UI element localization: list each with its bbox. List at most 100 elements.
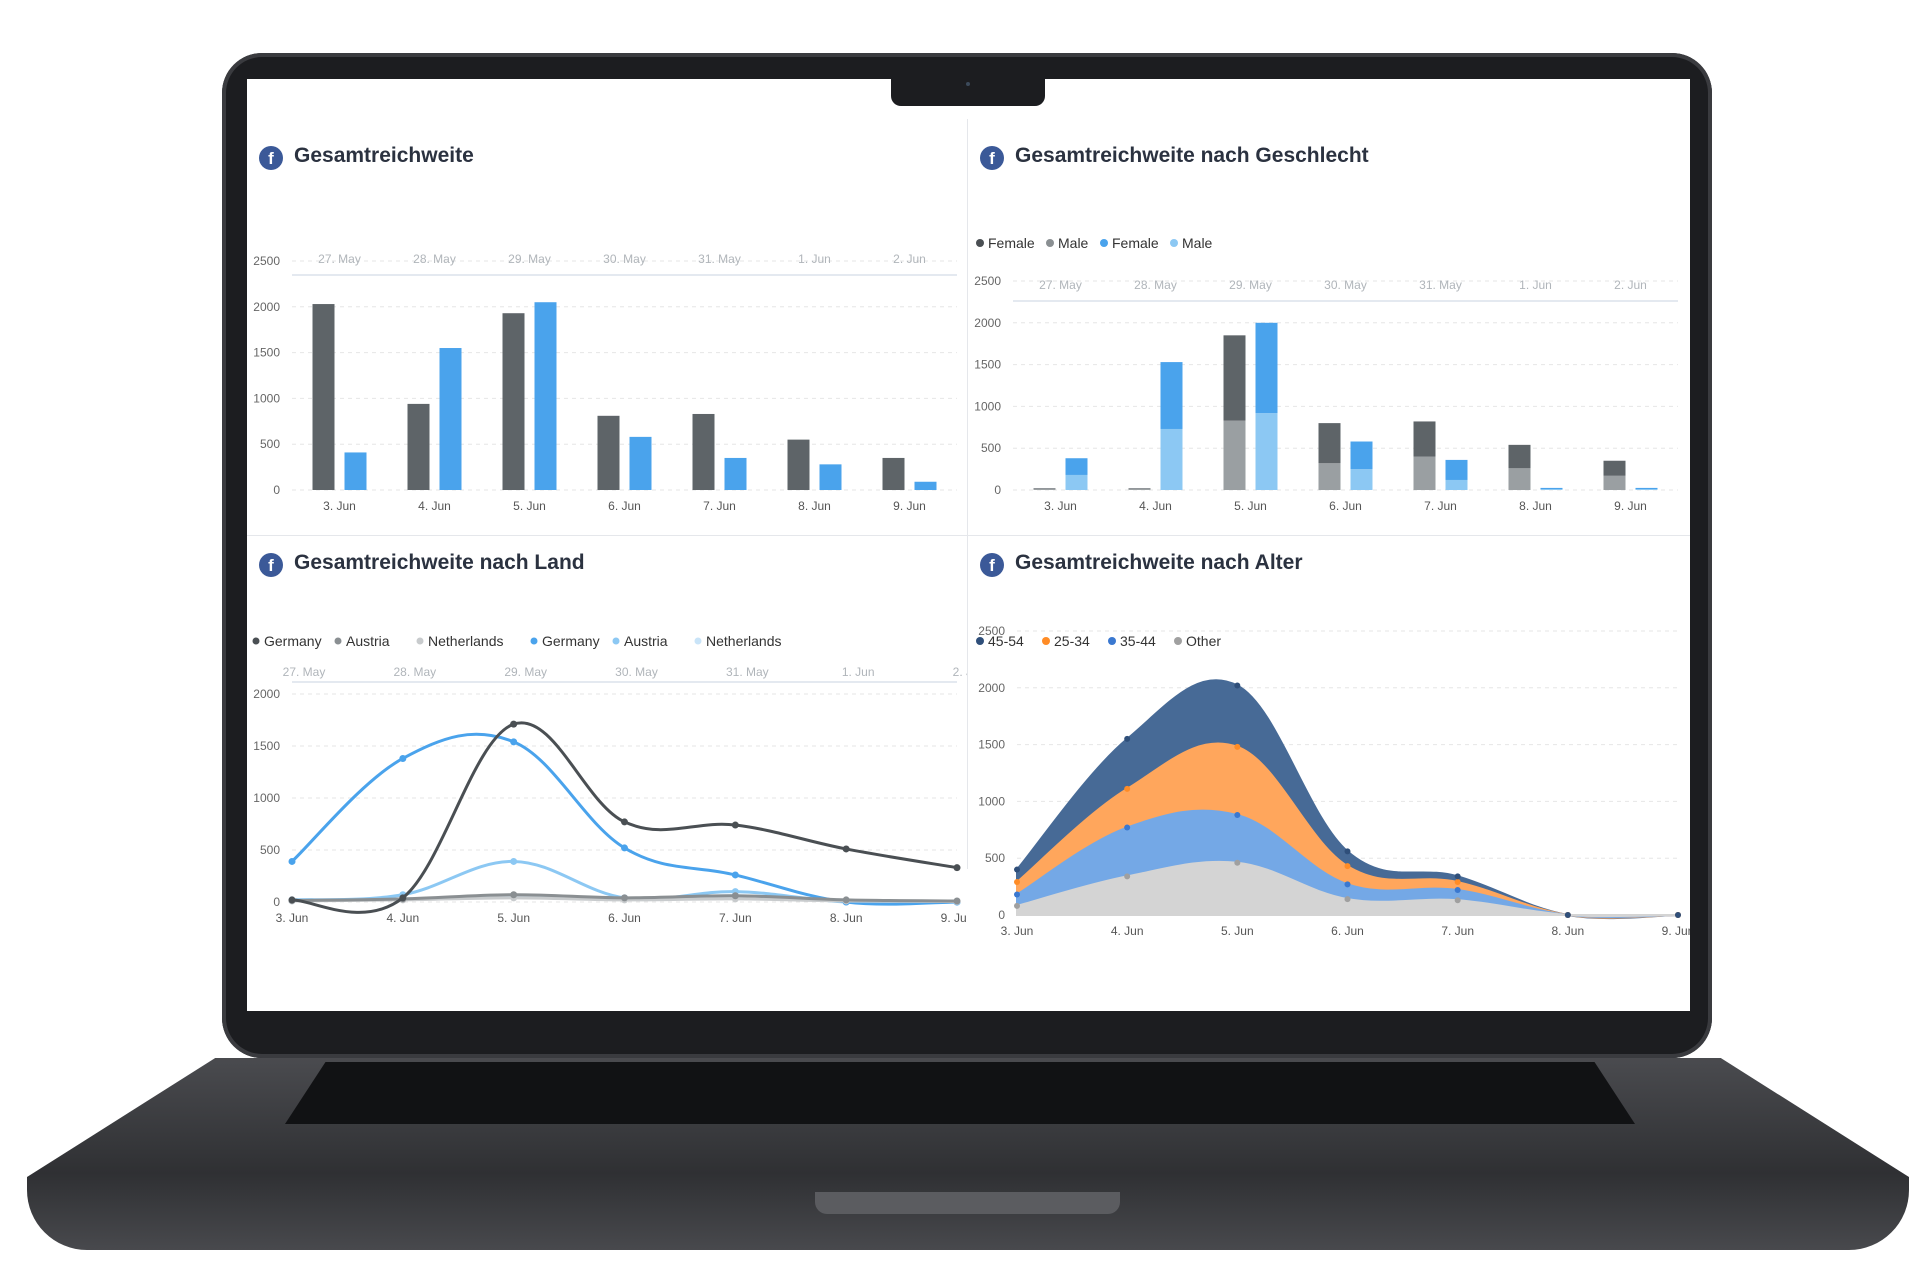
- y-tick-label: 1000: [253, 791, 280, 805]
- panel-nach-geschlecht: f Gesamtreichweite nach Geschlecht 0 500 1…: [968, 135, 1690, 535]
- y-tick-label: 500: [260, 843, 280, 857]
- bar-segment: [1540, 487, 1563, 490]
- data-point: [1234, 743, 1241, 750]
- facebook-icon: f: [259, 146, 283, 170]
- bar-segment: [1033, 488, 1056, 490]
- legend-marker: [1170, 239, 1178, 247]
- y-tick-label: 1000: [974, 399, 1001, 413]
- data-point: [621, 844, 628, 852]
- x-tick-label: 9. Jun: [941, 911, 967, 925]
- bar-segment: [1350, 469, 1373, 490]
- legend-label: Netherlands: [706, 633, 782, 649]
- legend-label: Germany: [264, 633, 322, 649]
- data-point: [1014, 866, 1020, 873]
- data-point: [1454, 873, 1461, 880]
- data-point: [510, 738, 518, 746]
- legend-marker: [694, 637, 702, 645]
- top-tick-label: 2. Jun: [893, 252, 926, 266]
- camera-icon: [966, 82, 970, 86]
- y-tick-label: 2000: [974, 316, 1001, 330]
- legend-label: Germany: [542, 633, 600, 649]
- legend-marker: [1108, 637, 1116, 645]
- data-point: [731, 871, 739, 879]
- x-tick-label: 8. Jun: [798, 499, 831, 513]
- panel-nach-alter: f Gesamtreichweite nach Alter 0 500 1000 15…: [968, 542, 1690, 962]
- x-tick-label: 4. Jun: [386, 911, 419, 925]
- bar: [407, 403, 430, 490]
- panel-gesamtreichweite: f Gesamtreichweite 0 500 1000 1500 2000 2500 3…: [247, 135, 967, 535]
- data-point: [1124, 873, 1131, 880]
- x-tick-label: 9. Jun: [1614, 499, 1647, 513]
- x-tick-label: 9. Jun: [1662, 924, 1690, 938]
- bar-segment: [1350, 441, 1373, 470]
- legend-marker: [252, 637, 260, 645]
- legend-label: Other: [1186, 633, 1221, 649]
- chart-nach-alter: 0 500 1000 1500 2000 2500 3. Jun 4. Jun 5. Jun 6.…: [976, 624, 1690, 938]
- bar: [882, 457, 905, 490]
- top-tick-label: 30. May: [615, 665, 658, 679]
- hinge-notch: [815, 1192, 1120, 1214]
- bar-segment: [1255, 413, 1278, 490]
- bar: [629, 436, 652, 490]
- bar-segment: [1445, 459, 1468, 480]
- top-tick-label: 1. Jun: [798, 252, 831, 266]
- data-point: [1124, 824, 1131, 831]
- data-point: [1344, 881, 1351, 888]
- x-tick-label: 9. Jun: [893, 499, 926, 513]
- keyboard: [285, 1062, 1635, 1124]
- bar-segment: [1128, 488, 1151, 490]
- data-point: [1014, 879, 1020, 886]
- legend-marker: [416, 637, 424, 645]
- bar: [914, 481, 937, 490]
- legend-label: 45-54: [988, 633, 1024, 649]
- bar-segment: [1223, 335, 1246, 421]
- bar-segment: [1318, 423, 1341, 464]
- data-point: [1124, 785, 1131, 792]
- legend-label: Female: [1112, 235, 1159, 251]
- legend-marker: [334, 637, 342, 645]
- data-point: [953, 864, 961, 872]
- facebook-icon: f: [980, 553, 1004, 577]
- x-tick-label: 3. Jun: [276, 911, 309, 925]
- bar: [692, 413, 715, 490]
- x-tick-label: 6. Jun: [1331, 924, 1364, 938]
- legend-marker: [1100, 239, 1108, 247]
- top-tick-label: 30. May: [1324, 278, 1367, 292]
- dashboard-screen: f Gesamtreichweite 0 500 1000 1500 2000 2500 3…: [247, 79, 1690, 1011]
- legend-label: Austria: [346, 633, 390, 649]
- panel-divider-horizontal: [247, 535, 1690, 536]
- y-tick-label: 500: [985, 851, 1005, 865]
- x-tick-label: 7. Jun: [719, 911, 752, 925]
- x-tick-label: 8. Jun: [1519, 499, 1552, 513]
- top-tick-label: 31. May: [1419, 278, 1462, 292]
- bar-segment: [1635, 487, 1658, 490]
- x-tick-label: 7. Jun: [1441, 924, 1474, 938]
- bar-segment: [1603, 475, 1626, 490]
- x-tick-label: 7. Jun: [1424, 499, 1457, 513]
- x-tick-label: 5. Jun: [1234, 499, 1267, 513]
- y-tick-label: 1500: [253, 739, 280, 753]
- x-tick-label: 5. Jun: [497, 911, 530, 925]
- legend-marker: [976, 637, 984, 645]
- y-tick-label: 1000: [253, 391, 280, 405]
- facebook-icon: f: [259, 553, 283, 577]
- bar: [502, 313, 525, 490]
- top-tick-label: 2. Jun: [1614, 278, 1647, 292]
- chart-nach-land: 0 500 1000 1500 2000 3. Jun 4. Jun 5. Jun 6. Jun…: [252, 633, 967, 925]
- series-line: [291, 721, 958, 914]
- bar: [312, 304, 335, 490]
- legend-label: Male: [1058, 235, 1089, 251]
- data-point: [1454, 887, 1461, 894]
- data-point: [842, 896, 850, 904]
- y-tick-label: 2500: [978, 624, 1005, 638]
- bar-segment: [1160, 428, 1183, 490]
- chart-gesamtreichweite: 0 500 1000 1500 2000 2500 3. Jun 4. Jun 5. Jun 6.…: [253, 252, 957, 513]
- bar-segment: [1413, 456, 1436, 490]
- top-tick-label: 1. Jun: [842, 665, 875, 679]
- bar-segment: [1413, 421, 1436, 457]
- data-point: [510, 857, 518, 865]
- top-tick-label: 29. May: [504, 665, 547, 679]
- bar-segment: [1160, 362, 1183, 429]
- x-tick-label: 6. Jun: [1329, 499, 1362, 513]
- bar-segment: [1445, 479, 1468, 490]
